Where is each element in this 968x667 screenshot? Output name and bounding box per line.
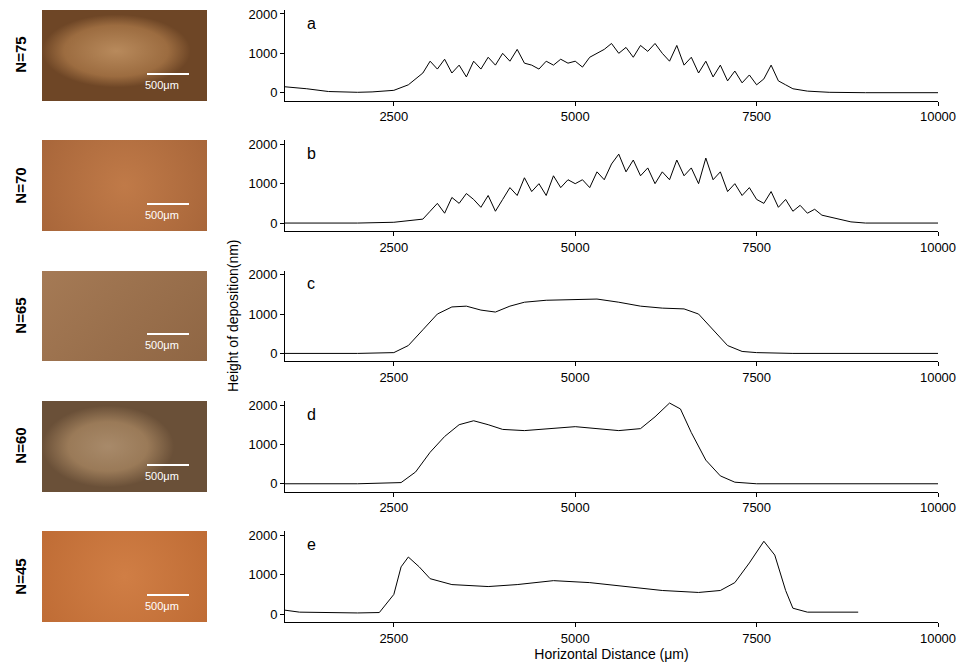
svg-text:2500: 2500 [379, 631, 408, 646]
svg-text:2500: 2500 [379, 370, 408, 385]
svg-text:0: 0 [270, 216, 277, 231]
svg-text:2000: 2000 [248, 6, 277, 21]
html-text:N=65: N=65 [11, 297, 29, 334]
svg-text:2000: 2000 [248, 137, 277, 152]
html-text:N=45: N=45 [11, 558, 29, 595]
svg-text:2500: 2500 [379, 500, 408, 515]
svg-text:1000: 1000 [248, 176, 277, 191]
svg-text:b: b [307, 145, 316, 162]
html-text:N=75: N=75 [11, 36, 29, 73]
svg-text:10000: 10000 [920, 631, 956, 646]
svg-text:e: e [307, 536, 316, 553]
svg-text:a: a [307, 15, 316, 32]
html-text:500μm: 500μm [145, 339, 179, 352]
svg-text:5000: 5000 [561, 109, 590, 124]
html-text:N=70: N=70 [11, 167, 29, 204]
svg-text:7500: 7500 [742, 370, 771, 385]
svg-text:7500: 7500 [742, 500, 771, 515]
svg-text:0: 0 [270, 85, 277, 100]
svg-text:5000: 5000 [561, 370, 590, 385]
html-text:N=60: N=60 [11, 427, 29, 464]
svg-text:0: 0 [270, 607, 277, 622]
html-text:500μm: 500μm [145, 469, 179, 482]
svg-text:2500: 2500 [379, 240, 408, 255]
html-text:500μm: 500μm [145, 208, 179, 221]
svg-text:1000: 1000 [248, 307, 277, 322]
svg-text:d: d [307, 406, 316, 423]
svg-text:2000: 2000 [248, 528, 277, 543]
svg-text:5000: 5000 [561, 240, 590, 255]
svg-text:Height of deposition(nm): Height of deposition(nm) [225, 239, 241, 392]
svg-text:5000: 5000 [561, 500, 590, 515]
svg-text:1000: 1000 [248, 46, 277, 61]
svg-text:7500: 7500 [742, 109, 771, 124]
svg-text:10000: 10000 [920, 240, 956, 255]
svg-text:2500: 2500 [379, 109, 408, 124]
svg-text:2000: 2000 [248, 267, 277, 282]
svg-text:10000: 10000 [920, 109, 956, 124]
svg-text:1000: 1000 [248, 437, 277, 452]
html-text:500μm: 500μm [145, 600, 179, 612]
svg-text:0: 0 [270, 476, 277, 491]
svg-text:10000: 10000 [920, 500, 956, 515]
html-text:500μm: 500μm [145, 78, 179, 91]
svg-text:c: c [307, 275, 315, 292]
svg-text:7500: 7500 [742, 240, 771, 255]
svg-text:2000: 2000 [248, 398, 277, 413]
svg-text:10000: 10000 [920, 370, 956, 385]
svg-text:1000: 1000 [248, 567, 277, 582]
svg-text:7500: 7500 [742, 631, 771, 646]
svg-text:Horizontal Distance (μm): Horizontal Distance (μm) [534, 646, 688, 662]
svg-text:5000: 5000 [561, 631, 590, 646]
svg-text:0: 0 [270, 346, 277, 361]
